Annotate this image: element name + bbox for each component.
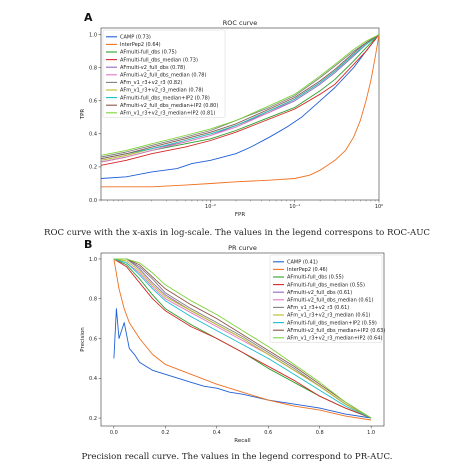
y-tick-label: 0.8 bbox=[89, 65, 97, 71]
legend-entry: InterPep2 (0.64) bbox=[120, 42, 161, 48]
legend-entry: CAMP (0.73) bbox=[120, 35, 151, 41]
legend-entry: AFmulti-v2_full_dbs_median (0.61) bbox=[287, 298, 373, 304]
series-line-4 bbox=[100, 34, 380, 166]
legend-entry: AFmulti-full_dbs (0.55) bbox=[287, 275, 344, 281]
y-tick-label: 0.6 bbox=[89, 99, 97, 105]
x-axis-label: Recall bbox=[234, 438, 251, 444]
y-tick-label: 1.0 bbox=[89, 32, 97, 38]
legend-entry: AFmulti-v2_full_dbs_median (0.78) bbox=[120, 73, 206, 79]
x-tick-label: 0.8 bbox=[316, 430, 324, 436]
y-tick-label: 0.0 bbox=[89, 198, 97, 204]
x-tick-label: 10⁰ bbox=[375, 204, 383, 210]
panel-letter-a: A bbox=[84, 11, 93, 24]
series-line-2 bbox=[113, 258, 372, 421]
legend-entry: AFmulti-full_dbs (0.75) bbox=[120, 50, 177, 56]
legend-box bbox=[269, 254, 383, 343]
legend-entry: AFm_v1_r3+v2_r3 (0.61) bbox=[287, 305, 349, 311]
y-tick-label: 0.2 bbox=[89, 416, 97, 422]
series-line-2 bbox=[101, 34, 380, 188]
roc-chart: ROC curve 10⁻² 10⁻¹ 10⁰ 0.0 0.2 0.4 0.6 0.8 1.0 FP… bbox=[80, 19, 383, 218]
series-line-1 bbox=[100, 34, 380, 179]
legend-entry: AFmulti-full_dbs_median (0.55) bbox=[287, 282, 365, 288]
pr-chart: PR curve 0.0 0.2 0.4 0.6 0.8 1.0 0.2 0.4 0.6 0.8 1.… bbox=[80, 244, 385, 444]
y-tick-label: 1.0 bbox=[89, 257, 97, 263]
legend-box bbox=[102, 29, 226, 118]
series-line-4 bbox=[113, 258, 372, 419]
legend-entry: AFm_v1_r3+v2_r3_median (0.61) bbox=[287, 313, 371, 319]
x-tick-label: 10⁻¹ bbox=[289, 204, 300, 210]
legend-entry: AFm_v1_r3+v2_r3 (0.82) bbox=[120, 80, 182, 86]
series-line-11 bbox=[113, 258, 372, 419]
x-tick-label: 0.0 bbox=[110, 430, 118, 436]
x-tick-label: 0.4 bbox=[213, 430, 221, 436]
y-tick-label: 0.4 bbox=[89, 376, 97, 382]
legend-entry: AFmulti-full_dbs_median+IP2 (0.59) bbox=[287, 320, 377, 326]
legend-entry: InterPep2 (0.46) bbox=[287, 267, 328, 273]
x-tick-label: 1.0 bbox=[367, 430, 375, 436]
series-line-9 bbox=[113, 258, 372, 419]
y-tick-label: 0.8 bbox=[89, 297, 97, 303]
y-axis-label: TPR bbox=[80, 109, 86, 121]
panel-letter-b: B bbox=[84, 238, 92, 251]
x-axis-label: FPR bbox=[235, 212, 245, 218]
legend-entry: AFmulti-v2_full_dbs_median+IP2 (0.63) bbox=[287, 328, 385, 334]
y-tick-label: 0.6 bbox=[89, 336, 97, 342]
series-line-1 bbox=[113, 308, 372, 419]
chart-title: PR curve bbox=[228, 244, 257, 252]
series-line-10 bbox=[100, 34, 380, 160]
x-tick-label: 10⁻² bbox=[205, 204, 216, 210]
series-line-10 bbox=[113, 258, 372, 419]
legend-entry: AFmulti-v2_full_dbs (0.78) bbox=[120, 65, 185, 71]
series-line-7 bbox=[100, 34, 380, 158]
chart-title: ROC curve bbox=[223, 19, 257, 27]
y-tick-label: 0.2 bbox=[89, 165, 97, 171]
legend-entry: AFmulti-v2_full_dbs_median+IP2 (0.80) bbox=[120, 103, 218, 109]
x-tick-label: 0.6 bbox=[264, 430, 272, 436]
legend-entry: AFm_v1_r3+v2_r3_median+IP2 (0.64) bbox=[287, 336, 382, 342]
legend-entry: AFmulti-full_dbs_median (0.73) bbox=[120, 57, 198, 63]
legend-entry: AFm_v1_r3+v2_r3_median (0.78) bbox=[120, 88, 204, 94]
series-line-9 bbox=[100, 34, 380, 160]
caption-b: Precision recall curve. The values in th… bbox=[81, 452, 393, 462]
caption-a: ROC curve with the x-axis in log-scale. … bbox=[43, 228, 431, 238]
y-tick-label: 0.4 bbox=[89, 132, 97, 138]
legend-entry: AFmulti-full_dbs_median+IP2 (0.78) bbox=[120, 95, 210, 101]
legend-entry: AFm_v1_r3+v2_r3_median+IP2 (0.81) bbox=[120, 111, 215, 117]
legend-entry: CAMP (0.41) bbox=[287, 260, 318, 266]
legend-entry: AFmulti-v2_full_dbs (0.61) bbox=[287, 290, 352, 296]
series-line-11 bbox=[100, 34, 380, 156]
x-tick-label: 0.2 bbox=[161, 430, 169, 436]
y-axis-label: Precision bbox=[80, 327, 86, 352]
series-line-8 bbox=[113, 258, 372, 419]
